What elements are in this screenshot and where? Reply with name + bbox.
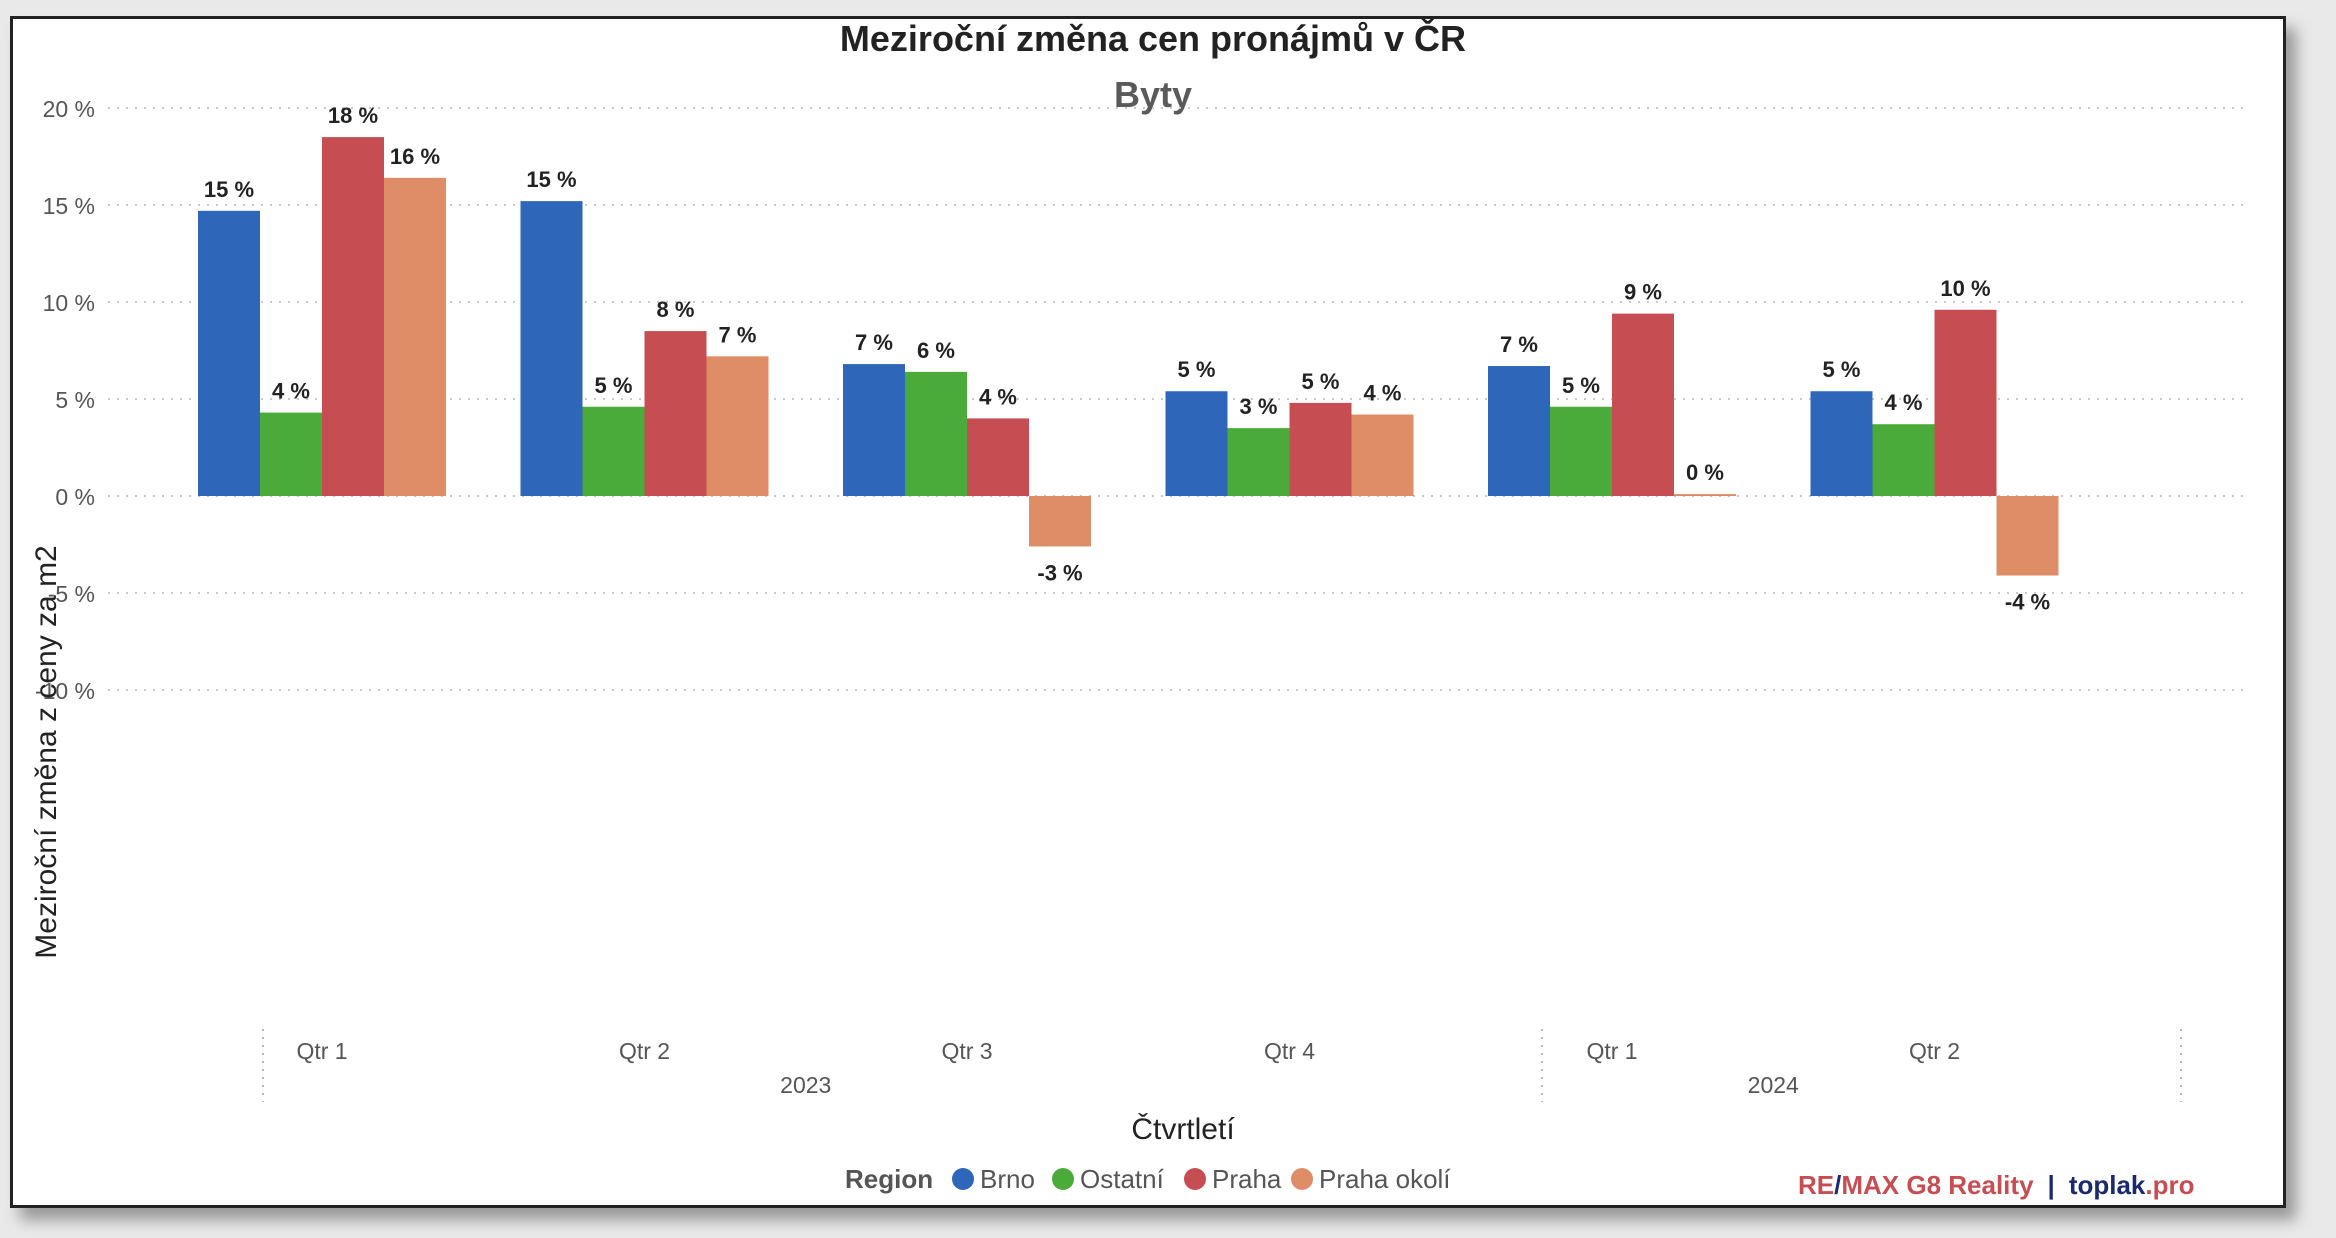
data-label: 5 %	[1178, 357, 1216, 382]
data-label: 0 %	[1686, 460, 1724, 485]
chart-canvas: Meziroční změna cen pronájmů v ČR Byty 2…	[30, 19, 2248, 1200]
legend-marker	[1184, 1168, 1206, 1190]
legend-marker	[1291, 1168, 1313, 1190]
brand-toplak-tld: .pro	[2145, 1170, 2194, 1200]
bar-brno	[1488, 366, 1550, 496]
bars	[198, 137, 2059, 576]
brand-remax-slash: /	[1834, 1170, 1841, 1200]
data-label: 7 %	[719, 322, 757, 347]
x-year-label: 2023	[780, 1072, 831, 1098]
data-label: 5 %	[1823, 357, 1861, 382]
data-label: 6 %	[917, 338, 955, 363]
data-label: 8 %	[657, 297, 695, 322]
y-tick-label: 5 %	[55, 387, 95, 413]
legend-label: Brno	[980, 1164, 1035, 1194]
data-label: 4 %	[1364, 381, 1402, 406]
data-label: 15 %	[204, 177, 254, 202]
chart-frame: Meziroční změna cen pronájmů v ČR Byty 2…	[10, 16, 2286, 1208]
bar-ostatní	[1872, 424, 1935, 496]
bar-praha-okolí	[1029, 496, 1091, 547]
bar-ostatní	[582, 406, 645, 496]
bar-ostatní	[1227, 428, 1290, 496]
bar-brno	[1165, 391, 1228, 496]
bar-praha	[1612, 313, 1674, 496]
y-tick-label: -10 %	[35, 678, 95, 704]
y-tick-label: 20 %	[43, 96, 95, 122]
data-label: 4 %	[272, 379, 310, 404]
x-tick-label: Qtr 2	[619, 1038, 670, 1064]
bar-praha-okolí	[706, 356, 769, 496]
bar-praha	[322, 137, 384, 496]
bar-praha	[644, 331, 707, 496]
bar-ostatní	[905, 371, 967, 496]
brand-separator: |	[2048, 1170, 2055, 1200]
x-tick-label: Qtr 4	[1264, 1038, 1315, 1064]
branding: RE/MAX G8 Reality | toplak.pro	[1798, 1170, 2195, 1200]
legend: Region Brno Ostatní Praha Praha okolí	[845, 1164, 1451, 1194]
x-tick-label: Qtr 2	[1909, 1038, 1960, 1064]
bar-praha	[1934, 309, 1997, 496]
x-year-label: 2024	[1748, 1072, 1799, 1098]
bar-ostatní	[1550, 406, 1612, 496]
legend-label: Praha okolí	[1319, 1164, 1451, 1194]
legend-marker	[1052, 1168, 1074, 1190]
bar-brno	[1810, 391, 1873, 496]
brand-toplak: toplak	[2069, 1170, 2146, 1200]
data-labels: 15 % 4 % 18 % 16 % 15 % 5 % 8 % 7 % 7 % 6 % 4 % -3 …	[204, 103, 2050, 614]
y-tick-label: 15 %	[43, 193, 95, 219]
bar-praha	[1289, 402, 1352, 496]
brand-remax-re: RE	[1798, 1170, 1834, 1200]
data-label: 4 %	[979, 384, 1017, 409]
bar-praha	[967, 418, 1029, 496]
x-tick-label: Qtr 1	[296, 1038, 347, 1064]
x-axis-title: Čtvrtletí	[1131, 1112, 1235, 1146]
data-label: -3 %	[1037, 560, 1082, 585]
bar-brno	[843, 364, 905, 496]
y-axis-title: Meziroční změna z ceny za m2	[30, 545, 63, 958]
data-label: 3 %	[1240, 394, 1278, 419]
data-label: 5 %	[595, 373, 633, 398]
y-tick-label: -5 %	[48, 581, 95, 607]
bar-brno	[520, 201, 583, 496]
data-label: 5 %	[1562, 373, 1600, 398]
bar-praha-okolí	[384, 177, 446, 496]
data-label: 7 %	[1500, 332, 1538, 357]
data-label: 16 %	[390, 144, 440, 169]
bar-brno	[198, 210, 260, 496]
data-label: -4 %	[2005, 590, 2050, 615]
y-tick-label: 0 %	[55, 484, 95, 510]
y-axis-ticks: 20 % 15 % 10 % 5 % 0 % -5 % -10 %	[35, 96, 95, 704]
legend-marker	[952, 1168, 974, 1190]
bar-praha-okolí	[1351, 414, 1414, 496]
x-axis: Qtr 1 Qtr 2 Qtr 3 Qtr 4 Qtr 1 Qtr 2 2023 2024	[262, 1029, 2182, 1102]
svg-text:RE/MAX G8 Reality|toplak.pro: RE/MAX G8 Reality | toplak.pro	[1798, 1170, 2195, 1200]
chart-title: Meziroční změna cen pronájmů v ČR	[840, 19, 1466, 59]
x-tick-label: Qtr 3	[941, 1038, 992, 1064]
bar-praha-okolí	[1996, 496, 2059, 576]
legend-label: Praha	[1212, 1164, 1282, 1194]
data-label: 18 %	[328, 103, 378, 128]
data-label: 15 %	[526, 167, 576, 192]
data-label: 7 %	[855, 330, 893, 355]
bar-praha-okolí	[1674, 494, 1736, 496]
data-label: 5 %	[1302, 369, 1340, 394]
data-label: 4 %	[1885, 390, 1923, 415]
x-tick-label: Qtr 1	[1586, 1038, 1637, 1064]
brand-remax-rest: MAX G8 Reality	[1841, 1170, 2034, 1200]
legend-label: Ostatní	[1080, 1164, 1165, 1194]
y-tick-label: 10 %	[43, 290, 95, 316]
data-label: 10 %	[1940, 276, 1990, 301]
bar-ostatní	[260, 412, 322, 496]
legend-title: Region	[845, 1164, 933, 1194]
data-label: 9 %	[1624, 280, 1662, 305]
